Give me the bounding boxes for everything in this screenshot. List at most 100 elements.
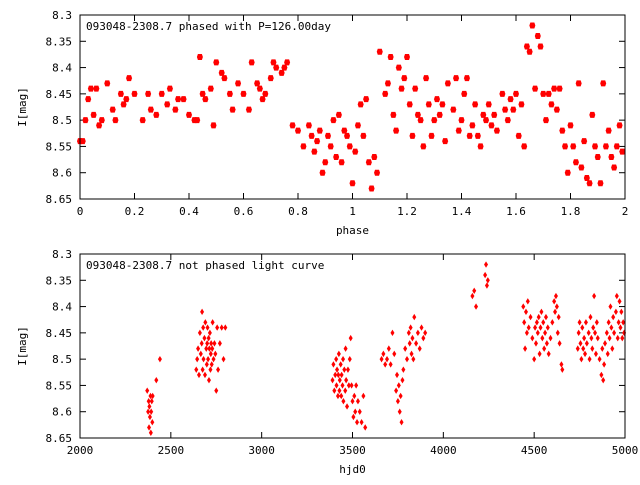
data-point xyxy=(194,117,201,124)
data-point xyxy=(458,117,465,124)
data-point xyxy=(583,350,588,358)
data-point xyxy=(216,366,221,373)
data-point xyxy=(553,308,558,316)
data-point xyxy=(606,319,611,326)
y-tick-label: 8.4 xyxy=(52,62,72,75)
data-point xyxy=(210,345,215,352)
data-point xyxy=(120,101,127,108)
data-point xyxy=(340,382,345,389)
data-point xyxy=(393,127,400,134)
data-point xyxy=(521,143,528,150)
data-point xyxy=(540,334,545,342)
data-point xyxy=(386,345,391,352)
data-point xyxy=(346,143,353,150)
y-tick-label: 8.65 xyxy=(46,193,73,206)
data-point xyxy=(611,164,618,171)
data-point xyxy=(401,366,406,373)
plot-frame xyxy=(79,14,626,200)
data-point xyxy=(529,22,536,29)
data-point xyxy=(410,334,415,342)
data-point xyxy=(544,340,549,347)
data-point xyxy=(562,143,569,150)
y-axis-label: I[mag] xyxy=(16,87,29,127)
data-point xyxy=(534,33,541,40)
y-tick-label: 8.5 xyxy=(52,114,72,127)
data-point xyxy=(488,122,495,129)
data-point xyxy=(146,398,151,405)
data-point xyxy=(414,340,419,347)
data-point xyxy=(405,355,409,363)
data-point xyxy=(175,96,182,103)
data-point xyxy=(207,329,212,337)
data-point xyxy=(548,101,555,108)
data-point xyxy=(417,117,424,124)
data-point xyxy=(551,85,558,92)
data-point xyxy=(398,85,405,92)
data-point xyxy=(510,106,517,113)
data-point xyxy=(535,329,540,337)
data-point xyxy=(352,148,359,155)
data-point xyxy=(616,319,621,326)
x-axis-label: phase xyxy=(336,224,369,237)
data-point xyxy=(349,180,356,187)
data-point xyxy=(491,111,498,118)
data-point xyxy=(592,143,599,150)
data-point xyxy=(502,106,509,113)
data-point xyxy=(346,382,351,389)
data-point xyxy=(196,345,201,352)
data-point xyxy=(388,361,393,368)
data-point xyxy=(150,419,155,426)
data-point xyxy=(204,361,209,368)
data-point xyxy=(154,376,159,384)
data-point xyxy=(278,69,285,76)
x-axis-label: hjd0 xyxy=(339,463,366,476)
data-point xyxy=(602,143,609,150)
data-point xyxy=(600,345,605,352)
data-point xyxy=(575,80,582,87)
data-point xyxy=(145,90,152,97)
data-point xyxy=(417,345,422,352)
data-point xyxy=(538,324,543,331)
data-point xyxy=(439,101,446,108)
data-point xyxy=(522,319,527,326)
data-point xyxy=(314,138,321,145)
data-point xyxy=(359,419,364,426)
x-tick-label: 0 xyxy=(77,205,84,218)
unphased-light-curve-panel: 093048-2308.7 not phased light curve hjd… xyxy=(16,248,638,476)
data-point xyxy=(371,153,378,160)
data-point xyxy=(149,408,154,415)
data-point xyxy=(194,366,199,373)
data-point xyxy=(579,355,584,363)
data-point xyxy=(543,313,548,321)
data-point xyxy=(200,366,205,373)
data-point xyxy=(599,371,604,379)
data-point xyxy=(213,59,220,66)
y-tick-label: 8.55 xyxy=(46,140,73,153)
data-point xyxy=(530,334,535,342)
x-tick-label: 2 xyxy=(622,205,629,218)
data-point xyxy=(123,96,130,103)
data-point xyxy=(474,303,479,310)
data-point xyxy=(207,345,212,352)
data-point xyxy=(339,392,344,400)
data-point xyxy=(587,355,592,363)
data-point xyxy=(374,169,381,176)
data-point xyxy=(515,132,522,139)
data-point xyxy=(235,80,242,87)
data-point xyxy=(347,355,352,363)
data-point xyxy=(472,287,477,294)
data-point xyxy=(226,90,233,97)
data-point xyxy=(350,398,355,405)
x-tick-label: 1 xyxy=(349,205,356,218)
data-point xyxy=(337,387,342,394)
data-point xyxy=(201,355,206,363)
data-point xyxy=(409,132,416,139)
x-tick-label: 2500 xyxy=(158,444,185,457)
data-point xyxy=(300,143,307,150)
axis-ticks: 0 0.2 0.4 0.6 0.8 1 1.2 1.4 1.6 1.8 2 8.3 8.35 8.4 8.4… xyxy=(46,9,629,218)
data-point xyxy=(211,355,216,363)
x-tick-label: 2000 xyxy=(67,444,94,457)
data-point xyxy=(536,313,541,321)
data-point xyxy=(564,169,571,176)
data-point xyxy=(592,292,597,300)
